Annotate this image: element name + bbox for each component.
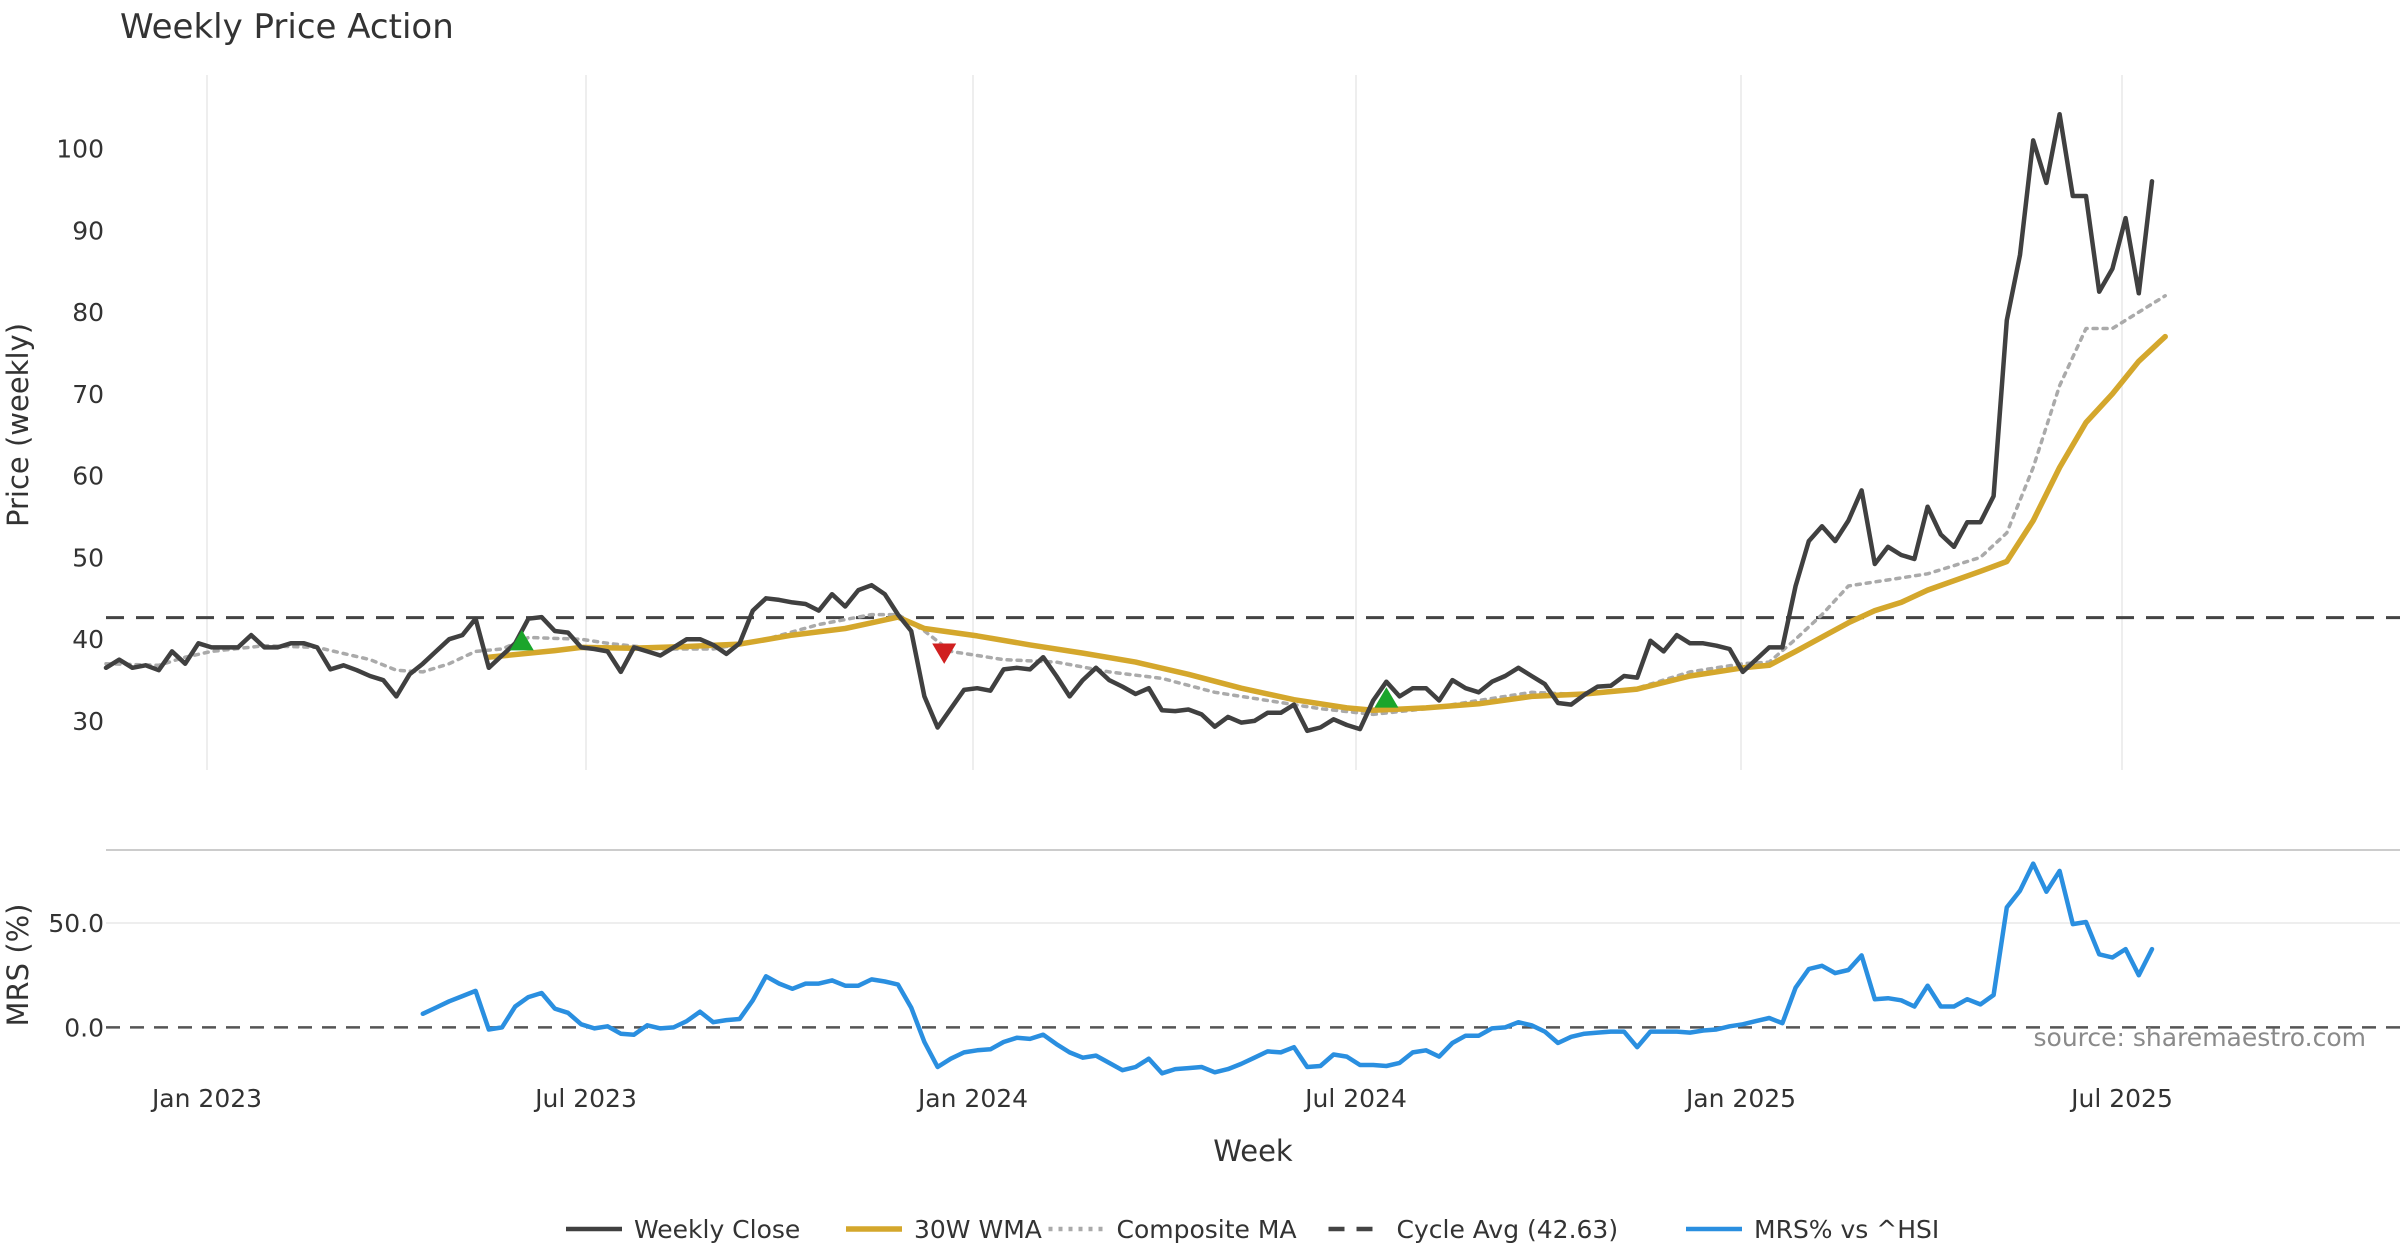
- mrs-y-tick-label: 0.0: [64, 1013, 104, 1042]
- legend-label-composite-ma: Composite MA: [1117, 1215, 1297, 1244]
- x-tick-label: Jul 2025: [2069, 1084, 2173, 1113]
- source-note: source: sharemaestro.com: [2034, 1023, 2367, 1052]
- chart-title: Weekly Price Action: [120, 7, 454, 47]
- signal-markers: [509, 630, 1399, 708]
- buy-signal-marker-2: [1374, 687, 1399, 708]
- price-y-axis-label: Price (weekly): [1, 323, 35, 527]
- price-y-tick-label: 30: [72, 707, 104, 736]
- mrs-y-tick-label: 50.0: [48, 909, 104, 938]
- x-tick-label: Jan 2025: [1684, 1084, 1796, 1113]
- price-y-ticks: 30 40 50 60 70 80 90 100: [56, 135, 104, 736]
- x-ticks: Jan 2023 Jul 2023 Jan 2024 Jul 2024 Jan 2025…: [150, 1084, 2173, 1113]
- mrs-y-axis-label: MRS (%): [1, 904, 35, 1027]
- price-series-group: [103, 111, 2168, 734]
- price-y-tick-label: 80: [72, 298, 104, 327]
- price-y-tick-label: 40: [72, 625, 104, 654]
- mrs-series-group: [420, 861, 2155, 1076]
- buy-signal-marker-0: [509, 630, 534, 651]
- legend-label-weekly-close: Weekly Close: [634, 1215, 800, 1244]
- price-y-tick-label: 90: [72, 216, 104, 245]
- price-y-tick-label: 100: [56, 135, 104, 164]
- sell-signal-marker-1: [932, 643, 957, 664]
- mrs-y-ticks: 0.0 50.0: [48, 909, 104, 1042]
- series-weekly-close: [103, 111, 2155, 734]
- series-composite-ma: [104, 294, 2167, 717]
- legend-label-cycle-avg-42-63: Cycle Avg (42.63): [1397, 1215, 1619, 1244]
- x-tick-label: Jul 2024: [1303, 1084, 1407, 1113]
- legend: Weekly Close 30W WMA Composite MA Cycle Avg…: [566, 1215, 1939, 1244]
- x-axis-label: Week: [1213, 1134, 1293, 1168]
- price-y-tick-label: 60: [72, 462, 104, 491]
- price-y-tick-label: 50: [72, 543, 104, 572]
- series-30w-wma: [486, 333, 2168, 714]
- legend-label-30w-wma: 30W WMA: [914, 1215, 1042, 1244]
- series-mrs-vs-hsi: [420, 861, 2155, 1076]
- x-tick-label: Jan 2023: [150, 1084, 262, 1113]
- x-tick-label: Jul 2023: [533, 1084, 637, 1113]
- legend-label-mrs-vs-hsi: MRS% vs ^HSI: [1754, 1215, 1939, 1244]
- price-y-tick-label: 70: [72, 380, 104, 409]
- x-tick-label: Jan 2024: [916, 1084, 1028, 1113]
